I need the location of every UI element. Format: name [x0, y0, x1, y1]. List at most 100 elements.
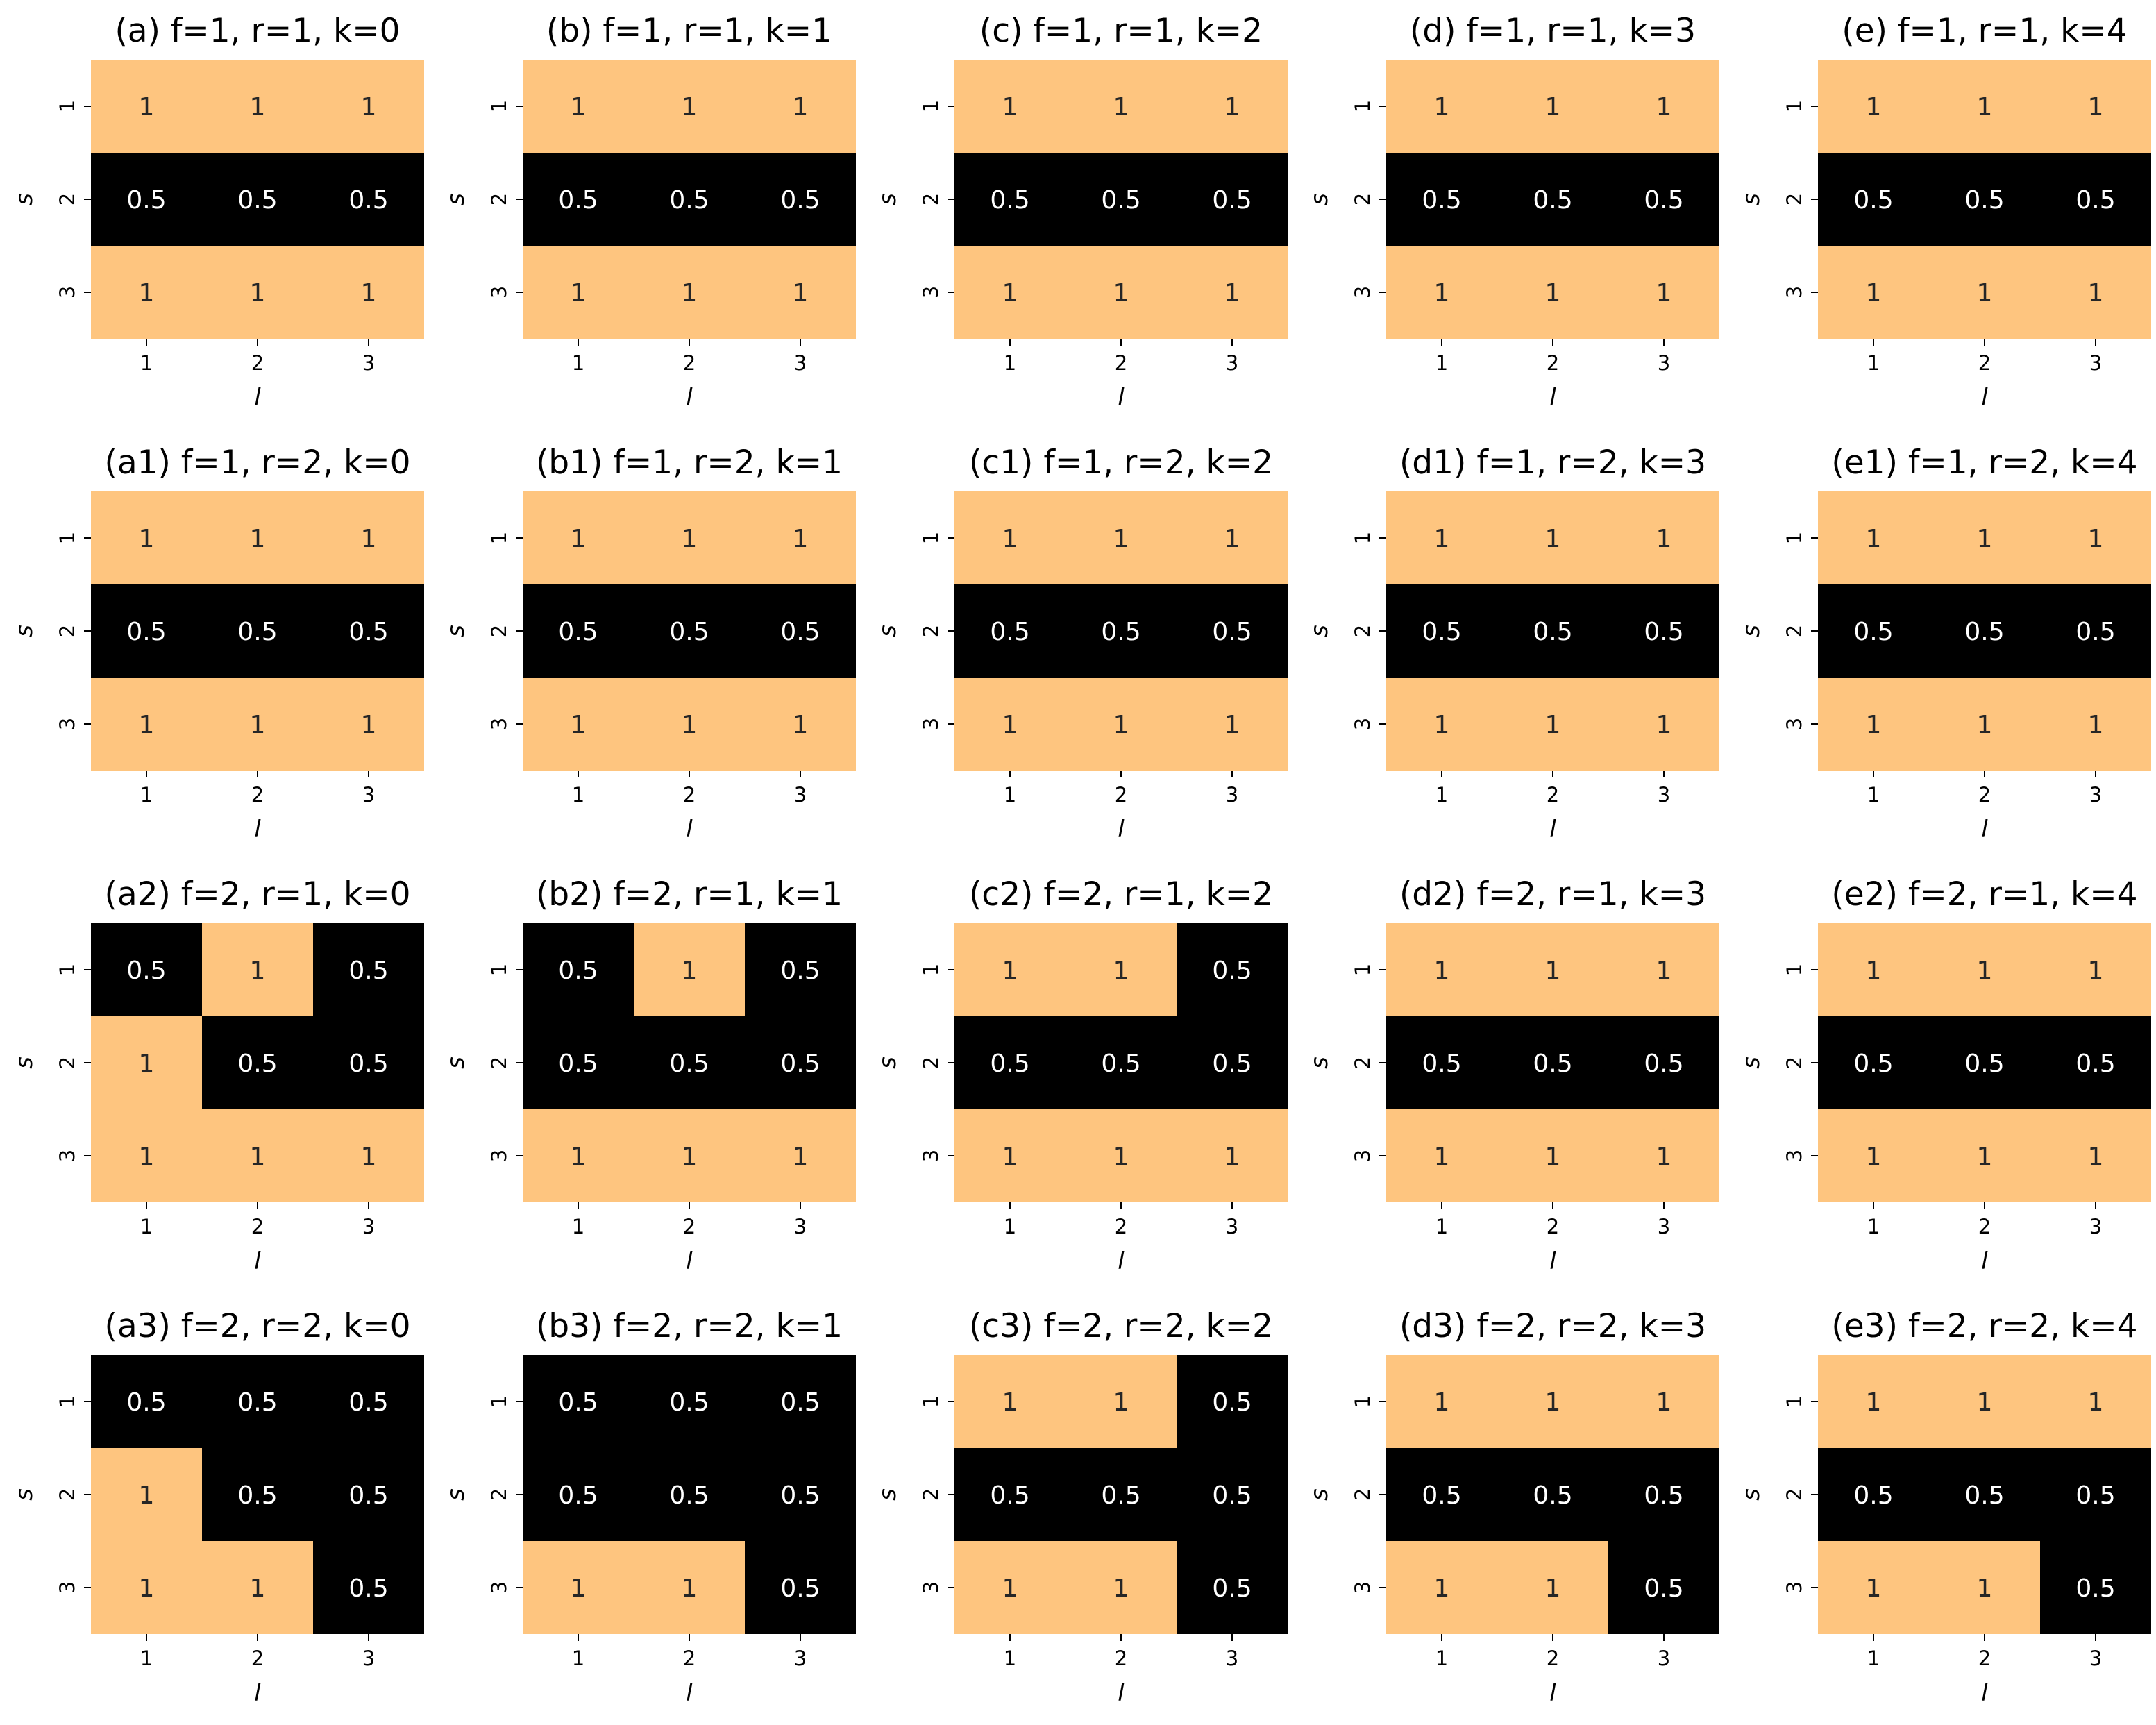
cell-value-label: 0.5 [1212, 618, 1252, 646]
heatmap-cell [1177, 584, 1288, 678]
heatmap-panel: (a3) f=2, r=2, k=0 0.5 0.5 0.5 1 0.5 0.5 1 1 0.5 1… [10, 1307, 424, 1707]
cell-value-label: 1 [1113, 1388, 1129, 1417]
cell-value-label: 0.5 [126, 618, 166, 646]
cell-value-label: 0.5 [1101, 186, 1140, 214]
x-tick-label: 3 [794, 1215, 807, 1238]
heatmap-cell [1818, 678, 1929, 771]
x-axis-label: l [1981, 1247, 1988, 1275]
heatmap-cell [1386, 1541, 1497, 1634]
heatmap-cell [523, 60, 634, 153]
heatmap-cell [1177, 923, 1288, 1016]
heatmap-cell [2040, 153, 2151, 246]
heatmap-panel: (d1) f=1, r=2, k=3 1 1 1 0.5 0.5 0.5 1 1 1 1 2 3 1 2 3 l… [1306, 444, 1719, 843]
y-tick-label: 2 [1783, 193, 1806, 205]
heatmap-cell [2040, 1109, 2151, 1202]
x-tick-label: 3 [2089, 351, 2102, 375]
cell-value-label: 1 [1866, 93, 1882, 121]
x-tick-label: 2 [1547, 351, 1559, 375]
cell-value-label: 1 [1656, 525, 1672, 553]
x-tick-label: 3 [1658, 783, 1670, 807]
cell-value-label: 0.5 [348, 1574, 388, 1603]
y-tick-label: 1 [919, 1395, 943, 1408]
x-tick-label: 2 [251, 351, 264, 375]
y-tick-label: 2 [487, 1057, 511, 1069]
cell-value-label: 0.5 [1101, 1050, 1140, 1078]
cell-value-label: 1 [1977, 1388, 1993, 1417]
cell-value-label: 0.5 [1644, 1050, 1683, 1078]
x-tick-label: 1 [572, 783, 584, 807]
heatmap-cell [634, 923, 745, 1016]
y-tick-label: 3 [1783, 286, 1806, 298]
cell-value-label: 1 [571, 93, 587, 121]
heatmap-cell [1386, 246, 1497, 339]
cell-value-label: 1 [1977, 525, 1993, 553]
cell-value-label: 1 [361, 711, 377, 739]
heatmap-cell [954, 1016, 1066, 1109]
y-tick-label: 3 [919, 1150, 943, 1162]
heatmap-cell [91, 1016, 202, 1109]
cell-value-label: 0.5 [1964, 1050, 2004, 1078]
cell-value-label: 0.5 [1212, 1481, 1252, 1510]
heatmap-cell [523, 1355, 634, 1448]
y-tick-label: 1 [56, 532, 79, 544]
cell-value-label: 1 [1977, 279, 1993, 308]
heatmap-cell [1608, 1355, 1719, 1448]
x-tick-label: 2 [1547, 1215, 1559, 1238]
panel-title: (a) f=1, r=1, k=0 [115, 12, 400, 50]
x-tick-label: 3 [1658, 351, 1670, 375]
x-axis-label: l [1549, 1247, 1556, 1275]
heatmap-panel: (c) f=1, r=1, k=2 1 1 1 0.5 0.5 0.5 1 1 1 1 2 3 1 2 3 l s [874, 12, 1288, 412]
y-tick-label: 3 [56, 1581, 79, 1594]
heatmap-cell [2040, 1355, 2151, 1448]
heatmap-panel: (b) f=1, r=1, k=1 1 1 1 0.5 0.5 0.5 1 1 1 1 2 3 1 2 3 l s [442, 12, 856, 412]
cell-value-label: 1 [1002, 279, 1018, 308]
cell-value-label: 0.5 [237, 1481, 277, 1510]
y-tick-label: 3 [919, 1581, 943, 1594]
cell-value-label: 1 [1866, 279, 1882, 308]
y-tick-label: 2 [919, 625, 943, 637]
x-tick-label: 1 [140, 1215, 153, 1238]
heatmap-panel: (c3) f=2, r=2, k=2 1 1 0.5 0.5 0.5 0.5 1 1 0.5 1 2 3… [874, 1307, 1288, 1707]
cell-value-label: 1 [2088, 1388, 2104, 1417]
heatmap-cell [1066, 1541, 1177, 1634]
heatmap-cell [202, 1541, 313, 1634]
cell-value-label: 1 [139, 1574, 155, 1603]
heatmap-cell [202, 60, 313, 153]
cell-value-label: 0.5 [126, 1388, 166, 1417]
heatmap-cell [202, 153, 313, 246]
cell-value-label: 0.5 [1422, 1050, 1461, 1078]
cell-value-label: 1 [1224, 1143, 1240, 1171]
x-tick-label: 3 [1658, 1647, 1670, 1670]
cell-value-label: 0.5 [126, 186, 166, 214]
heatmap-cell [1818, 1109, 1929, 1202]
x-tick-label: 1 [1867, 1647, 1880, 1670]
cell-value-label: 1 [1434, 1388, 1450, 1417]
y-tick-label: 2 [919, 1488, 943, 1501]
heatmap-cell [313, 1109, 424, 1202]
y-axis-label: s [874, 193, 902, 205]
heatmap-cell [202, 923, 313, 1016]
heatmap-cell [1929, 491, 2040, 584]
cell-value-label: 0.5 [1533, 1050, 1572, 1078]
cell-value-label: 0.5 [2075, 618, 2115, 646]
cell-value-label: 1 [1545, 957, 1561, 985]
cell-value-label: 0.5 [990, 618, 1029, 646]
y-tick-label: 3 [1783, 1150, 1806, 1162]
x-axis-label: l [254, 1247, 261, 1275]
y-tick-label: 1 [919, 100, 943, 112]
cell-value-label: 1 [1866, 957, 1882, 985]
heatmap-cell [745, 923, 856, 1016]
cell-value-label: 1 [793, 711, 809, 739]
cell-value-label: 1 [2088, 1143, 2104, 1171]
heatmap-cell [1608, 1016, 1719, 1109]
cell-value-label: 0.5 [558, 618, 598, 646]
x-axis-label: l [1118, 1247, 1125, 1275]
heatmap-cell [634, 678, 745, 771]
heatmap-cell [1177, 153, 1288, 246]
cell-value-label: 1 [793, 525, 809, 553]
heatmap-cell [954, 1109, 1066, 1202]
y-axis-label: s [1737, 1488, 1765, 1501]
x-tick-label: 1 [1435, 351, 1448, 375]
cell-value-label: 1 [571, 279, 587, 308]
